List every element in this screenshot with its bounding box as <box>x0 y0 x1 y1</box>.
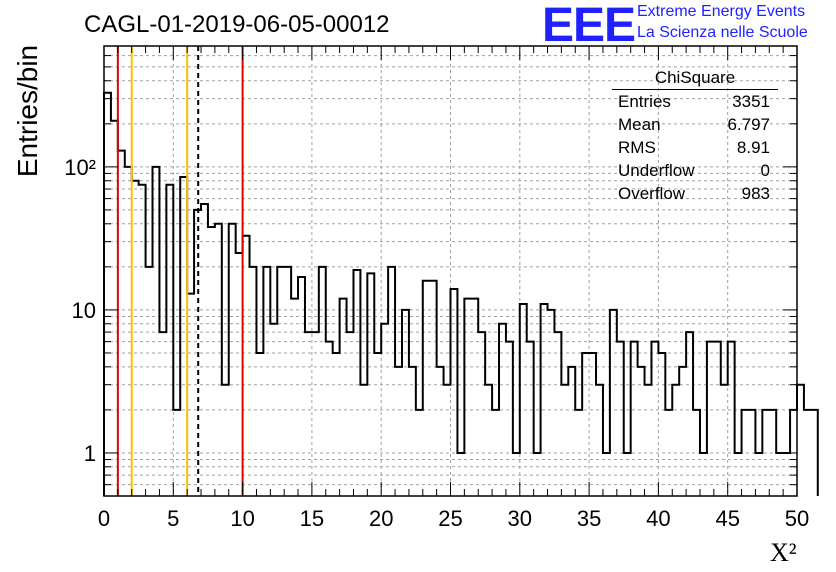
stats-box: ChiSquare Entries 3351 Mean 6.797 RMS 8.… <box>612 68 778 205</box>
stats-title: ChiSquare <box>612 68 778 90</box>
stats-value: 8.91 <box>736 138 770 157</box>
stats-value: 983 <box>741 184 770 203</box>
x-tick-label: 0 <box>98 506 110 531</box>
eee-logo: EEE <box>542 0 636 52</box>
stats-label: Mean <box>618 115 661 134</box>
y-tick-label: 1 <box>84 441 96 466</box>
stats-row-mean: Mean 6.797 <box>612 113 778 136</box>
x-axis-label: X² <box>770 538 797 567</box>
y-tick-label: 10² <box>64 155 96 180</box>
logo-line-1: Extreme Energy Events <box>637 3 806 20</box>
stats-label: RMS <box>618 138 656 157</box>
x-tick-label: 15 <box>300 506 324 531</box>
stats-row-rms: RMS 8.91 <box>612 136 778 159</box>
stats-label: Entries <box>618 92 671 111</box>
stats-value: 0 <box>760 161 770 180</box>
x-tick-label: 30 <box>508 506 532 531</box>
stats-row-overflow: Overflow 983 <box>612 182 778 205</box>
histogram-series <box>103 91 819 496</box>
chart-title: CAGL-01-2019-06-05-00012 <box>84 11 390 38</box>
y-axis-label: Entries/bin <box>12 44 43 178</box>
x-tick-label: 45 <box>715 506 739 531</box>
x-tick-label: 40 <box>646 506 670 531</box>
x-tick-label: 10 <box>230 506 254 531</box>
x-tick-label: 35 <box>577 506 601 531</box>
y-tick-label: 10 <box>72 298 96 323</box>
x-tick-label: 5 <box>167 506 179 531</box>
stats-value: 3351 <box>732 92 770 111</box>
stats-value: 6.797 <box>727 115 770 134</box>
logo-line-2: La Scienza nelle Scuole <box>637 24 808 41</box>
stats-row-underflow: Underflow 0 <box>612 159 778 182</box>
stats-row-entries: Entries 3351 <box>612 90 778 113</box>
stats-label: Overflow <box>618 184 686 203</box>
x-tick-label: 20 <box>369 506 393 531</box>
x-tick-label: 25 <box>438 506 462 531</box>
x-tick-label: 50 <box>785 506 809 531</box>
stats-label: Underflow <box>618 161 695 180</box>
